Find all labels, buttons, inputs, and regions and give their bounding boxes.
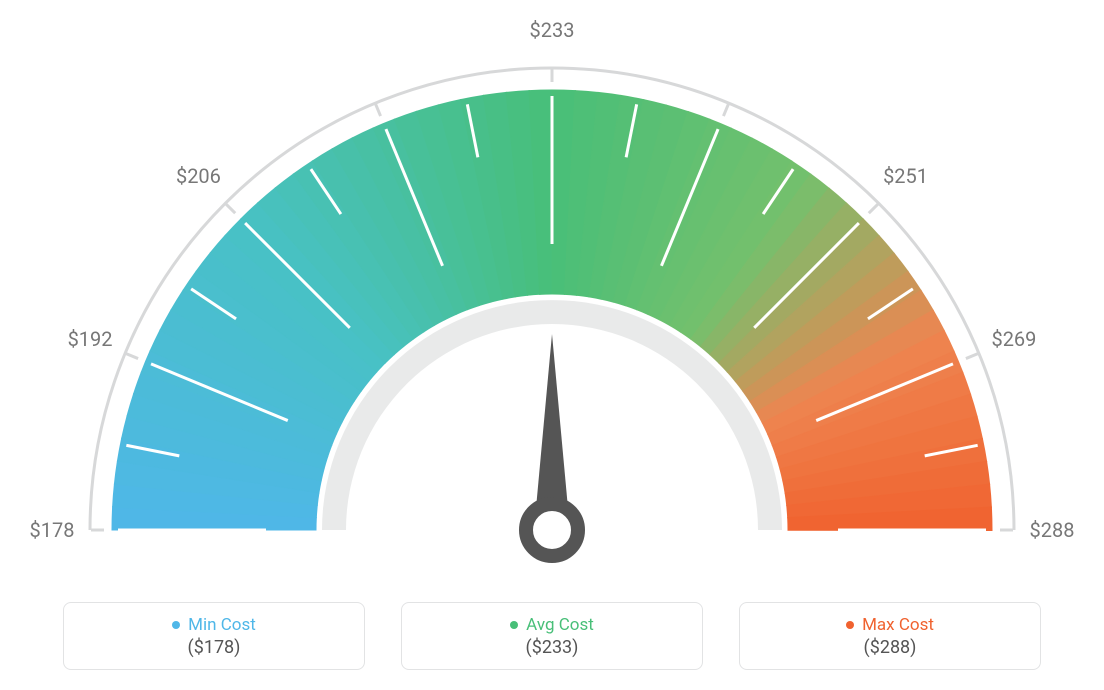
legend-min-value: ($178)	[188, 637, 241, 658]
legend-row: Min Cost ($178) Avg Cost ($233) Max Cost…	[0, 602, 1104, 670]
gauge-tick-label: $178	[30, 518, 75, 542]
gauge-tick-label: $269	[991, 327, 1036, 351]
gauge-chart: $178 $192 $206 $233 $251 $269 $288	[0, 0, 1104, 580]
legend-avg-box: Avg Cost ($233)	[401, 602, 703, 670]
gauge-tick-label: $233	[530, 18, 575, 42]
dot-icon	[846, 621, 854, 629]
gauge-tick-label: $251	[883, 164, 928, 188]
chart-container: $178 $192 $206 $233 $251 $269 $288 Min Cost ($…	[0, 0, 1104, 690]
legend-min-label: Min Cost	[188, 615, 256, 635]
gauge-tick-label: $206	[176, 164, 221, 188]
dot-icon	[510, 621, 518, 629]
legend-avg-label: Avg Cost	[526, 615, 594, 635]
dot-icon	[172, 621, 180, 629]
gauge-tick-label: $288	[1030, 518, 1075, 542]
gauge-tick-label: $192	[68, 327, 113, 351]
legend-max-label: Max Cost	[862, 615, 934, 635]
legend-avg-value: ($233)	[526, 637, 579, 658]
legend-max-box: Max Cost ($288)	[739, 602, 1041, 670]
legend-min-box: Min Cost ($178)	[63, 602, 365, 670]
legend-max-value: ($288)	[864, 637, 917, 658]
